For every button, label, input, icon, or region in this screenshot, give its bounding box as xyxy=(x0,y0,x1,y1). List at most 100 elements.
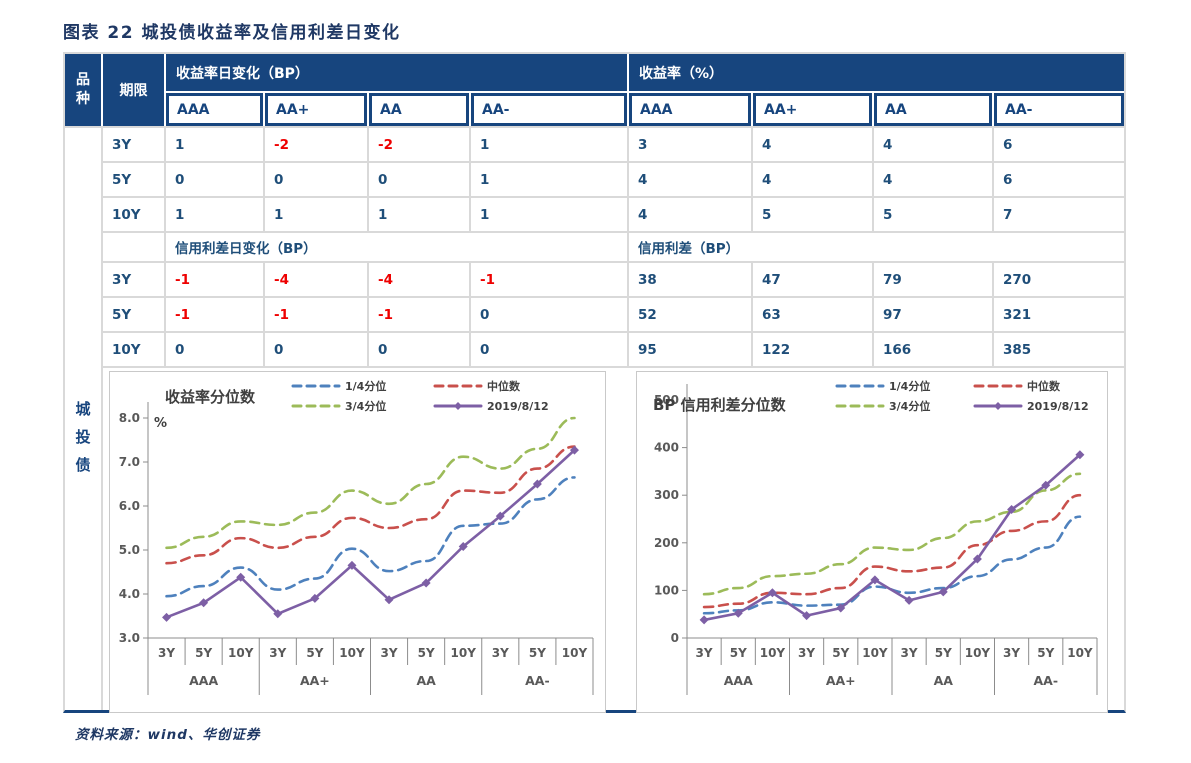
spread-change-cell: -1 xyxy=(471,263,627,296)
spread-cell: 63 xyxy=(753,298,872,331)
yield-cell: 7 xyxy=(994,198,1124,231)
spread-change-cell: -1 xyxy=(166,298,263,331)
svg-text:AA+: AA+ xyxy=(300,673,330,688)
spread-change-cell: -4 xyxy=(369,263,469,296)
yield-change-cell: 1 xyxy=(166,198,263,231)
svg-text:3Y: 3Y xyxy=(798,646,815,660)
spread-cell: 52 xyxy=(629,298,751,331)
spread-cell: 122 xyxy=(753,333,872,366)
yield-cell: 4 xyxy=(753,163,872,196)
term-label: 10Y xyxy=(103,333,164,366)
data-table: 品种 期限 收益率日变化（BP） 收益率（%） AAA AA+ AA AA- A… xyxy=(63,52,1126,713)
data-point-marker xyxy=(699,615,709,625)
svg-text:3Y: 3Y xyxy=(269,646,286,660)
svg-text:100: 100 xyxy=(654,583,679,597)
legend: 1/4分位 中位数 3/4分位 2019/8/12 xyxy=(835,379,1089,413)
rating-header-aa: AA xyxy=(369,93,469,126)
series-3/4分位 xyxy=(165,416,576,550)
yield-change-cell: 0 xyxy=(265,163,367,196)
empty-term-cell xyxy=(103,233,164,261)
svg-text:3/4分位: 3/4分位 xyxy=(345,399,386,413)
svg-text:3Y: 3Y xyxy=(901,646,918,660)
axes: 3.0 4.0 5.0 6.0 7.0 8.0 3Y 5Y 10Y 3Y 5Y 10Y 3Y 5Y 10Y 3… xyxy=(119,388,594,695)
data-point-marker xyxy=(836,603,846,613)
svg-text:300: 300 xyxy=(654,488,679,502)
svg-text:10Y: 10Y xyxy=(339,646,365,660)
charts-container: 3.0 4.0 5.0 6.0 7.0 8.0 3Y 5Y 10Y 3Y 5Y 10Y 3Y 5Y 10Y 3… xyxy=(103,368,1124,713)
svg-text:0: 0 xyxy=(671,631,679,645)
data-point-marker xyxy=(767,588,777,598)
svg-text:3Y: 3Y xyxy=(381,646,398,660)
data-point-marker xyxy=(199,598,209,608)
spread-cell: 97 xyxy=(874,298,992,331)
svg-text:AA-: AA- xyxy=(525,673,550,688)
spread-cell: 95 xyxy=(629,333,751,366)
svg-text:3/4分位: 3/4分位 xyxy=(889,399,930,413)
spread-cell: 385 xyxy=(994,333,1124,366)
yield-cell: 6 xyxy=(994,163,1124,196)
yield-percentile-chart: 3.0 4.0 5.0 6.0 7.0 8.0 3Y 5Y 10Y 3Y 5Y 10Y 3Y 5Y 10Y 3… xyxy=(109,371,606,713)
svg-text:5Y: 5Y xyxy=(195,646,212,660)
data-point-marker xyxy=(273,609,283,619)
svg-text:500: 500 xyxy=(654,393,679,407)
yield-cell: 4 xyxy=(629,198,751,231)
yield-change-cell: 1 xyxy=(471,198,627,231)
svg-text:AA-: AA- xyxy=(1033,673,1058,688)
term-label: 5Y xyxy=(103,163,164,196)
data-point-marker xyxy=(1041,480,1051,490)
yield-change-cell: -2 xyxy=(265,128,367,161)
spread-section-header: 信用利差（BP） xyxy=(629,233,1124,261)
svg-text:10Y: 10Y xyxy=(760,646,786,660)
figure-title: 图表 22 城投债收益率及信用利差日变化 xyxy=(63,23,401,43)
rating-header-aa: AA xyxy=(874,93,992,126)
spread-cell: 79 xyxy=(874,263,992,296)
svg-text:AA: AA xyxy=(416,673,436,688)
term-column-header: 期限 xyxy=(103,54,164,126)
rating-header-aa-minus: AA- xyxy=(471,93,627,126)
svg-text:3Y: 3Y xyxy=(1003,646,1020,660)
svg-text:10Y: 10Y xyxy=(562,646,588,660)
yield-percentile-chart-svg: 3.0 4.0 5.0 6.0 7.0 8.0 3Y 5Y 10Y 3Y 5Y 10Y 3Y 5Y 10Y 3… xyxy=(119,379,594,695)
rating-header-aa-plus: AA+ xyxy=(265,93,367,126)
spread-change-cell: 0 xyxy=(471,298,627,331)
data-point-marker xyxy=(384,595,394,605)
variety-column-header-label: 品种 xyxy=(75,72,90,107)
svg-text:5Y: 5Y xyxy=(832,646,849,660)
yield-cell: 4 xyxy=(874,163,992,196)
series-2019/8/12 xyxy=(165,448,576,619)
spread-change-cell: -1 xyxy=(265,298,367,331)
data-point-marker xyxy=(236,572,246,582)
yield-change-cell: 1 xyxy=(471,128,627,161)
yield-cell: 5 xyxy=(753,198,872,231)
spread-change-cell: 0 xyxy=(166,333,263,366)
svg-text:AA+: AA+ xyxy=(826,673,856,688)
svg-text:5Y: 5Y xyxy=(1037,646,1054,660)
table-body: 城投债 3Y 1 -2 -2 1 3 4 4 6 5Y 0 0 0 1 4 4 4 6 10Y 1 1 1 1 4 5 5 7 信用利差… xyxy=(65,126,1124,713)
data-point-marker xyxy=(733,608,743,618)
data-point-marker xyxy=(495,511,505,521)
svg-text:AAA: AAA xyxy=(189,673,218,688)
spread-change-cell: -4 xyxy=(265,263,367,296)
rating-header-aa-minus: AA- xyxy=(994,93,1124,126)
spread-change-cell: 0 xyxy=(265,333,367,366)
svg-text:400: 400 xyxy=(654,441,679,455)
rating-header-aaa: AAA xyxy=(166,93,263,126)
svg-text:3Y: 3Y xyxy=(492,646,509,660)
svg-text:收益率分位数: 收益率分位数 xyxy=(165,388,256,406)
data-point-marker xyxy=(347,560,357,570)
data-point-marker xyxy=(421,578,431,588)
svg-text:7.0: 7.0 xyxy=(119,455,140,469)
svg-text:AAA: AAA xyxy=(724,673,753,688)
data-point-marker xyxy=(870,575,880,585)
yield-cell: 4 xyxy=(874,128,992,161)
spread-percentile-chart: 0 100 200 300 400 500 3Y 5Y 10Y 3Y 5Y 10Y 3Y 5Y 10Y 3Y 5… xyxy=(636,371,1108,713)
legend: 1/4分位 中位数 3/4分位 2019/8/12 xyxy=(291,379,549,413)
spread-cell: 321 xyxy=(994,298,1124,331)
svg-text:3Y: 3Y xyxy=(696,646,713,660)
series-2019/8/12 xyxy=(702,453,1082,622)
svg-text:3Y: 3Y xyxy=(158,646,175,660)
spread-change-cell: -1 xyxy=(369,298,469,331)
spread-change-cell: 0 xyxy=(369,333,469,366)
svg-text:1/4分位: 1/4分位 xyxy=(889,379,930,393)
svg-text:1/4分位: 1/4分位 xyxy=(345,379,386,393)
